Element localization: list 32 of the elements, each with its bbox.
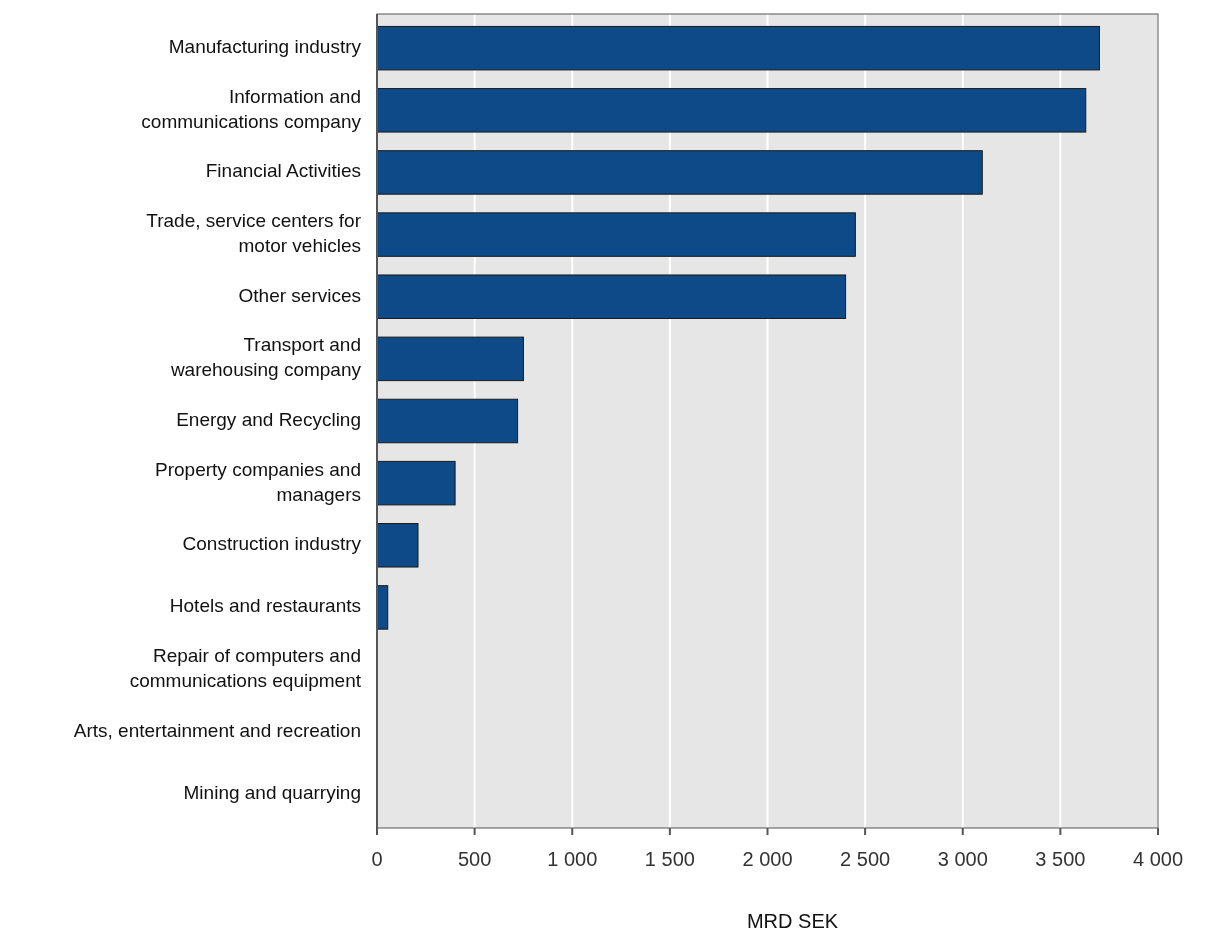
bar xyxy=(376,25,1100,71)
bar xyxy=(376,398,519,444)
y-tick-label: Financial Activities xyxy=(205,160,361,182)
bar xyxy=(376,523,419,568)
y-tick-label: Repair of computers and communications equipment xyxy=(129,645,362,692)
x-tick-label: 4 000 xyxy=(1132,848,1184,870)
bar xyxy=(376,212,856,257)
x-tick-label: 2 500 xyxy=(840,848,891,870)
x-tick-label: 3 500 xyxy=(1035,848,1086,870)
x-axis-title: MRD SEK xyxy=(746,910,839,932)
x-tick-label: 1 000 xyxy=(547,848,598,870)
x-tick-label: 500 xyxy=(457,848,492,870)
bar xyxy=(376,88,1087,133)
x-tick-label: 2 000 xyxy=(742,848,793,870)
bar xyxy=(376,460,456,506)
y-tick-label: Information and communications company xyxy=(141,85,362,132)
y-tick-label: Construction industry xyxy=(182,533,362,555)
x-tick-label: 3 000 xyxy=(937,848,988,870)
y-tick-label: Property companies and managers xyxy=(155,458,361,505)
y-tick-label: Mining and quarrying xyxy=(183,781,361,803)
bar xyxy=(376,336,524,382)
y-tick-label: Arts, entertainment and recreation xyxy=(73,719,361,741)
y-tick-label: Hotels and restaurants xyxy=(169,595,361,617)
bar xyxy=(376,274,847,319)
x-tick-label: 1 500 xyxy=(644,848,695,870)
y-tick-label: Energy and Recycling xyxy=(176,409,361,431)
y-tick-label: Other services xyxy=(238,284,361,306)
bar xyxy=(376,150,983,195)
y-tick-label: Trade, service centers for motor vehicles xyxy=(146,210,362,257)
y-tick-label: Transport and warehousing company xyxy=(169,334,362,381)
y-tick-label: Manufacturing industry xyxy=(168,36,362,58)
x-tick-label: 0 xyxy=(371,848,383,870)
